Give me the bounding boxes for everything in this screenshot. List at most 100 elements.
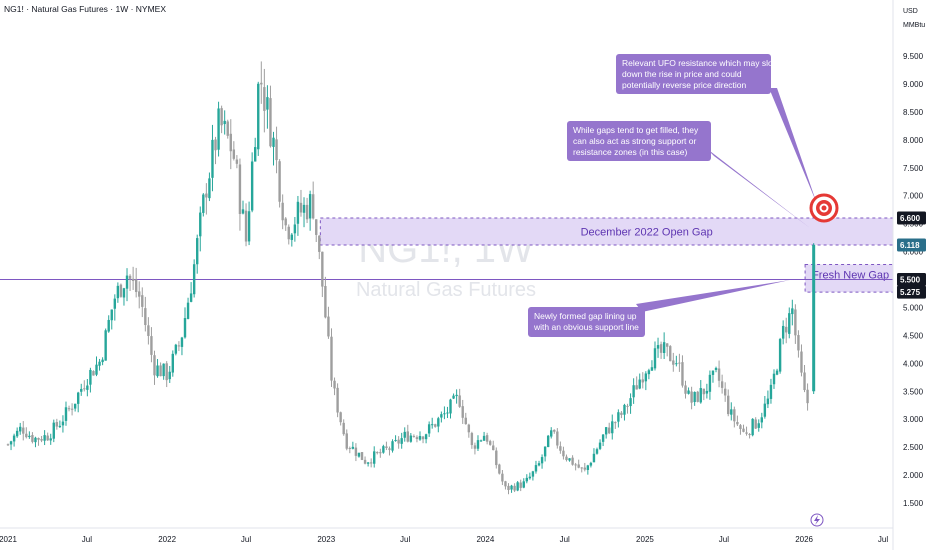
- candle-body: [345, 433, 348, 449]
- support-callout-pointer: [636, 280, 790, 312]
- candle-body: [257, 83, 260, 150]
- candle-body: [382, 446, 385, 453]
- candle-body: [342, 422, 345, 435]
- candle-body: [275, 139, 278, 161]
- currency-label: USD: [903, 8, 918, 15]
- candle-body: [614, 422, 617, 424]
- candle-body: [278, 161, 281, 202]
- ufo-callout-text: Relevant UFO resistance which may slow d…: [622, 58, 781, 90]
- candle-body: [791, 308, 794, 315]
- candle-body: [37, 438, 40, 440]
- x-tick-label: 2021: [0, 535, 17, 544]
- candle-body: [296, 201, 300, 224]
- candle-body: [458, 395, 461, 407]
- candle-body: [147, 325, 150, 336]
- candle-body: [150, 336, 153, 355]
- x-tick-label: 2025: [636, 535, 654, 544]
- candle-body: [299, 202, 303, 213]
- candle-body: [543, 446, 547, 457]
- support-callout[interactable]: [528, 307, 645, 337]
- candle-body: [333, 380, 336, 389]
- x-tick-label: 2023: [317, 535, 335, 544]
- candle-body: [455, 394, 458, 397]
- candle-body: [49, 438, 52, 441]
- candle-body: [434, 424, 437, 427]
- candle-body: [311, 194, 315, 219]
- candle-body: [141, 295, 144, 307]
- candle-body: [525, 477, 529, 482]
- candle-body: [766, 398, 770, 405]
- candle-body: [293, 224, 297, 234]
- candle-body: [479, 440, 483, 442]
- candle-body: [409, 435, 413, 442]
- candle-body: [363, 459, 367, 464]
- gap-callout-text: While gaps tend to get filled, they can …: [573, 125, 701, 157]
- candle-body: [537, 463, 541, 466]
- y-tick-label: 1.500: [903, 499, 924, 508]
- candle-body: [516, 482, 519, 491]
- y-tick-label: 6.000: [903, 248, 924, 257]
- candle-body: [446, 412, 449, 414]
- candle-body: [373, 451, 376, 464]
- candle-body: [22, 427, 25, 434]
- candle-body: [440, 414, 443, 418]
- price-tags: 6.600 6.118 5.500 5.275: [897, 211, 926, 299]
- candle-body: [717, 368, 721, 381]
- candle-body: [64, 407, 68, 421]
- candle-body: [40, 439, 43, 441]
- watermark-name: Natural Gas Futures: [356, 279, 536, 301]
- candle-body: [775, 370, 779, 375]
- ufo-callout[interactable]: [616, 54, 771, 94]
- x-tick-label: 2022: [158, 535, 176, 544]
- candle-body: [653, 348, 657, 369]
- lightning-icon[interactable]: [810, 513, 824, 527]
- candle-body: [534, 465, 538, 472]
- target-icon: [809, 193, 839, 223]
- candle-body: [391, 441, 394, 451]
- candle-body: [128, 275, 132, 279]
- candle-body: [772, 373, 776, 385]
- candle-body: [431, 424, 434, 426]
- candle-body: [464, 417, 467, 425]
- y-tick-label: 9.000: [903, 80, 924, 89]
- candle-body: [92, 371, 95, 376]
- candle-body: [550, 430, 553, 437]
- candle-body: [415, 437, 419, 439]
- candle-body: [397, 439, 400, 444]
- candle-body: [565, 456, 568, 461]
- candle-body: [574, 464, 577, 466]
- gap-callout-pointer: [706, 148, 810, 228]
- candle-body: [122, 288, 126, 298]
- candle-body: [620, 412, 623, 415]
- candle-body: [785, 326, 788, 333]
- candle-body: [669, 346, 672, 362]
- candle-body: [781, 325, 785, 339]
- candle-body: [406, 431, 409, 442]
- candle-body: [196, 238, 199, 265]
- candle-body: [15, 430, 19, 437]
- candle-body: [220, 108, 223, 126]
- candle-body: [19, 426, 22, 432]
- gap-callout[interactable]: [567, 121, 711, 161]
- candle-body: [675, 363, 678, 365]
- candle-body: [601, 434, 605, 442]
- fresh-gap-zone[interactable]: [804, 264, 894, 293]
- price-tag: [897, 273, 926, 286]
- candle-body: [162, 363, 165, 377]
- candle-body: [754, 419, 757, 429]
- x-axis-ticks: 2021 Jul 2022 Jul 2023 Jul 2024 Jul 2025 Jul 2026 J…: [0, 535, 888, 544]
- price-tag-label: 6.118: [900, 241, 920, 250]
- price-tag: [897, 211, 926, 225]
- candle-body: [327, 316, 330, 337]
- candle-body: [638, 379, 641, 389]
- candle-body: [727, 395, 730, 415]
- candle-body: [89, 369, 92, 385]
- candle-body: [604, 427, 608, 435]
- open-gap-zone[interactable]: [319, 217, 894, 246]
- candle-body: [461, 406, 464, 418]
- candle-body: [95, 364, 98, 375]
- price-tag-label: 5.275: [900, 288, 921, 297]
- candle-body: [131, 278, 135, 281]
- candle-body: [168, 371, 171, 380]
